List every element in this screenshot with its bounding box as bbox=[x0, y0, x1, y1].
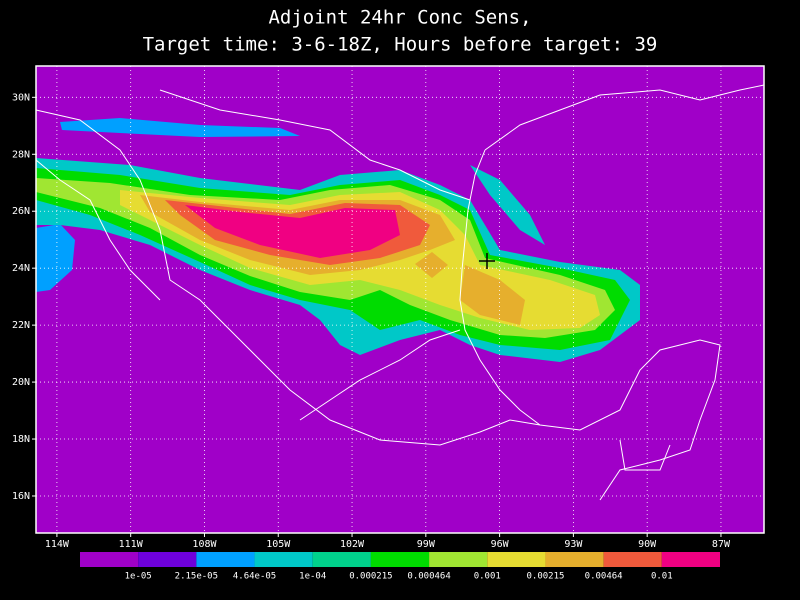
map-frame bbox=[35, 65, 765, 534]
coastline bbox=[484, 84, 765, 151]
lon-tick-label: 111W bbox=[119, 539, 144, 550]
colorbar-label: 2.15e-05 bbox=[175, 572, 218, 582]
coastline bbox=[35, 109, 721, 501]
colorbar-label: 0.00464 bbox=[585, 572, 623, 582]
lon-tick-label: 114W bbox=[45, 539, 70, 550]
lon-tick-label: 105W bbox=[266, 539, 291, 550]
contour bbox=[36, 224, 75, 292]
lat-tick-label: 22N bbox=[12, 320, 30, 331]
colorbar-label: 0.00215 bbox=[526, 572, 564, 582]
lon-tick-label: 96W bbox=[491, 539, 510, 550]
lon-tick-label: 99W bbox=[417, 539, 436, 550]
lon-tick-label: 93W bbox=[564, 539, 583, 550]
coastline bbox=[35, 159, 161, 301]
contour bbox=[185, 205, 400, 258]
coastline bbox=[459, 149, 541, 426]
colorbar-box bbox=[545, 552, 604, 567]
lat-tick-label: 16N bbox=[12, 491, 30, 502]
colorbar-box bbox=[661, 552, 720, 567]
lat-tick-label: 24N bbox=[12, 263, 30, 274]
colorbar-label: 1e-05 bbox=[125, 572, 152, 582]
lon-tick-label: 108W bbox=[192, 539, 217, 550]
lon-tick-label: 90W bbox=[638, 539, 657, 550]
colorbar-label: 0.000215 bbox=[349, 572, 392, 582]
title-line-1: Adjoint 24hr Conc Sens, bbox=[268, 7, 531, 29]
colorbar-label: 0.000464 bbox=[407, 572, 450, 582]
lat-tick-label: 26N bbox=[12, 206, 30, 217]
lon-tick-label: 87W bbox=[712, 539, 731, 550]
contours bbox=[36, 118, 640, 362]
colorbar-label: 0.001 bbox=[474, 572, 501, 582]
lat-tick-label: 20N bbox=[12, 377, 30, 388]
colorbar-box bbox=[138, 552, 197, 567]
colorbar-label: 4.64e-05 bbox=[233, 572, 276, 582]
contour bbox=[415, 252, 448, 278]
grid bbox=[36, 66, 764, 533]
contour bbox=[470, 165, 545, 245]
colorbar-box bbox=[80, 552, 139, 567]
contour bbox=[60, 118, 300, 137]
title-line-2: Target time: 3-6-18Z, Hours before targe… bbox=[143, 34, 658, 56]
lon-tick-label: 102W bbox=[340, 539, 365, 550]
colorbar-box bbox=[429, 552, 488, 567]
target-marker bbox=[479, 253, 495, 269]
colorbar-label: 1e-04 bbox=[299, 572, 326, 582]
colorbar-label: 0.01 bbox=[651, 572, 673, 582]
colorbar-box bbox=[487, 552, 546, 567]
colorbar-box bbox=[254, 552, 313, 567]
colorbar-box bbox=[603, 552, 662, 567]
colorbar-box bbox=[312, 552, 371, 567]
contour bbox=[460, 265, 525, 325]
border bbox=[159, 89, 471, 201]
colorbar-box bbox=[370, 552, 430, 567]
lat-tick-label: 28N bbox=[12, 149, 30, 160]
border bbox=[299, 329, 461, 421]
colorbar-box bbox=[196, 552, 255, 567]
lat-tick-label: 30N bbox=[12, 92, 30, 103]
coastlines bbox=[35, 84, 765, 501]
lat-tick-label: 18N bbox=[12, 434, 30, 445]
border bbox=[619, 439, 671, 471]
